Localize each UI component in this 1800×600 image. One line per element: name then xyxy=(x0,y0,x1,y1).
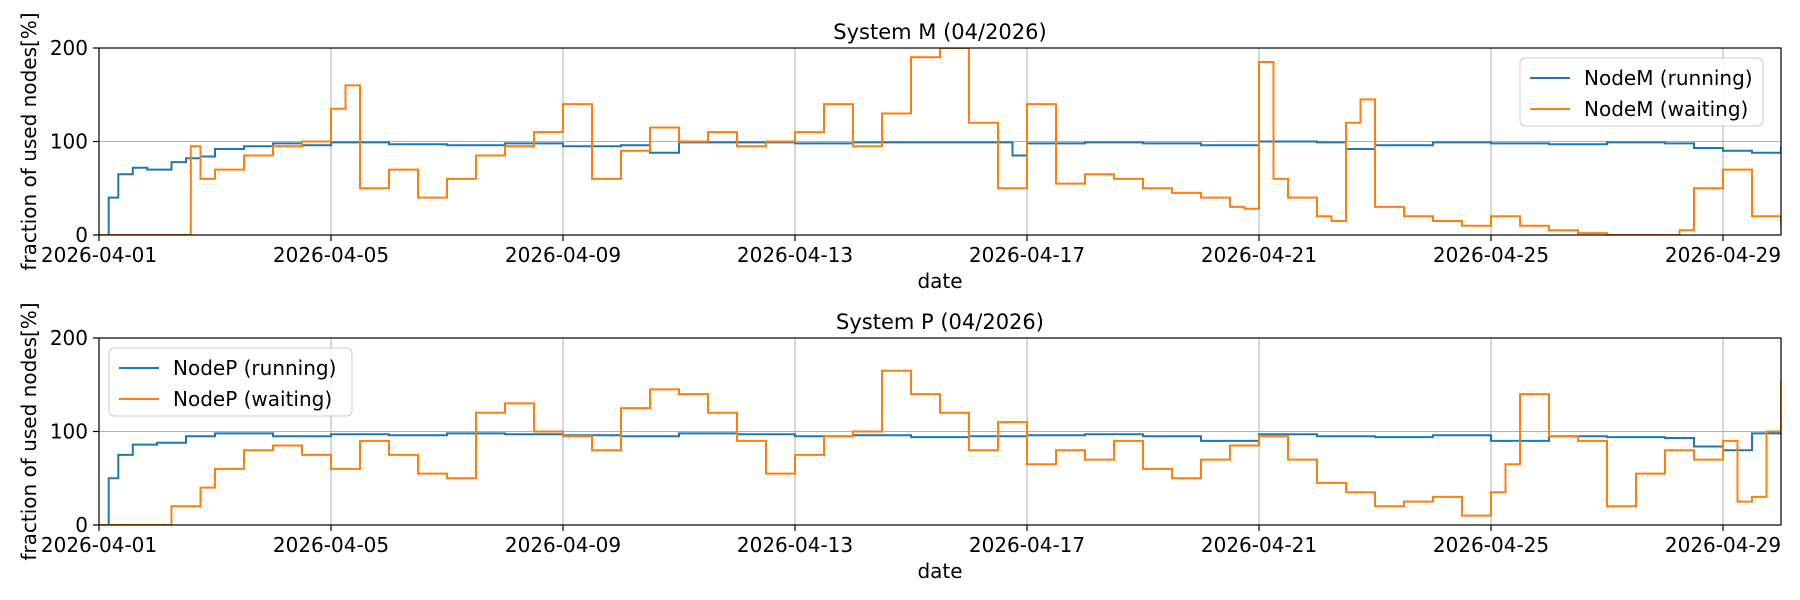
x-tick-label: 2026-04-29 xyxy=(1665,533,1781,557)
series-line-0 xyxy=(99,140,1781,235)
x-tick-label: 2026-04-21 xyxy=(1201,533,1317,557)
legend-box xyxy=(108,347,353,417)
x-axis-label: date xyxy=(917,559,962,583)
x-tick-label: 2026-04-29 xyxy=(1665,243,1781,267)
x-tick-label: 2026-04-05 xyxy=(273,243,389,267)
series-line-0 xyxy=(99,432,1781,525)
x-tick-label: 2026-04-09 xyxy=(505,243,621,267)
series-line-1 xyxy=(99,369,1781,525)
x-tick-label: 2026-04-01 xyxy=(41,243,157,267)
x-tick-label: 2026-04-25 xyxy=(1433,533,1549,557)
y-tick-label: 0 xyxy=(75,513,88,537)
x-tick-label: 2026-04-25 xyxy=(1433,243,1549,267)
legend-label-1: NodeP (waiting) xyxy=(173,387,332,411)
y-tick-label: 100 xyxy=(50,420,88,444)
x-tick-label: 2026-04-01 xyxy=(41,533,157,557)
chart-title: System P (04/2026) xyxy=(836,310,1044,334)
x-tick-label: 2026-04-09 xyxy=(505,533,621,557)
chart-system-p: System P (04/2026) 2026-04-01 2026-04-05 20… xyxy=(17,302,1782,583)
x-tick-label: 2026-04-05 xyxy=(273,533,389,557)
y-axis-label: fraction of used nodes[%] xyxy=(17,302,41,560)
y-tick-label: 200 xyxy=(50,326,88,350)
x-tick-label: 2026-04-17 xyxy=(969,243,1085,267)
chart-title: System M (04/2026) xyxy=(833,20,1046,44)
legend-label-0: NodeM (running) xyxy=(1584,66,1753,90)
x-axis-label: date xyxy=(917,269,962,293)
plot-frame xyxy=(98,47,1782,236)
y-tick-label: 0 xyxy=(75,223,88,247)
chart-system-m: System M (04/2026) 2026-04-01 2026-04-05 20… xyxy=(17,12,1782,293)
y-axis-label: fraction of used nodes[%] xyxy=(17,12,41,270)
x-tick-label: 2026-04-21 xyxy=(1201,243,1317,267)
legend-box xyxy=(1519,57,1764,127)
legend-label-0: NodeP (running) xyxy=(173,356,336,380)
x-tick-label: 2026-04-13 xyxy=(737,243,853,267)
y-tick-label: 100 xyxy=(50,130,88,154)
y-tick-label: 200 xyxy=(50,36,88,60)
plot-frame xyxy=(98,337,1782,526)
legend-label-1: NodeM (waiting) xyxy=(1584,97,1748,121)
series-line-1 xyxy=(99,48,1781,235)
x-tick-label: 2026-04-13 xyxy=(737,533,853,557)
x-tick-label: 2026-04-17 xyxy=(969,533,1085,557)
